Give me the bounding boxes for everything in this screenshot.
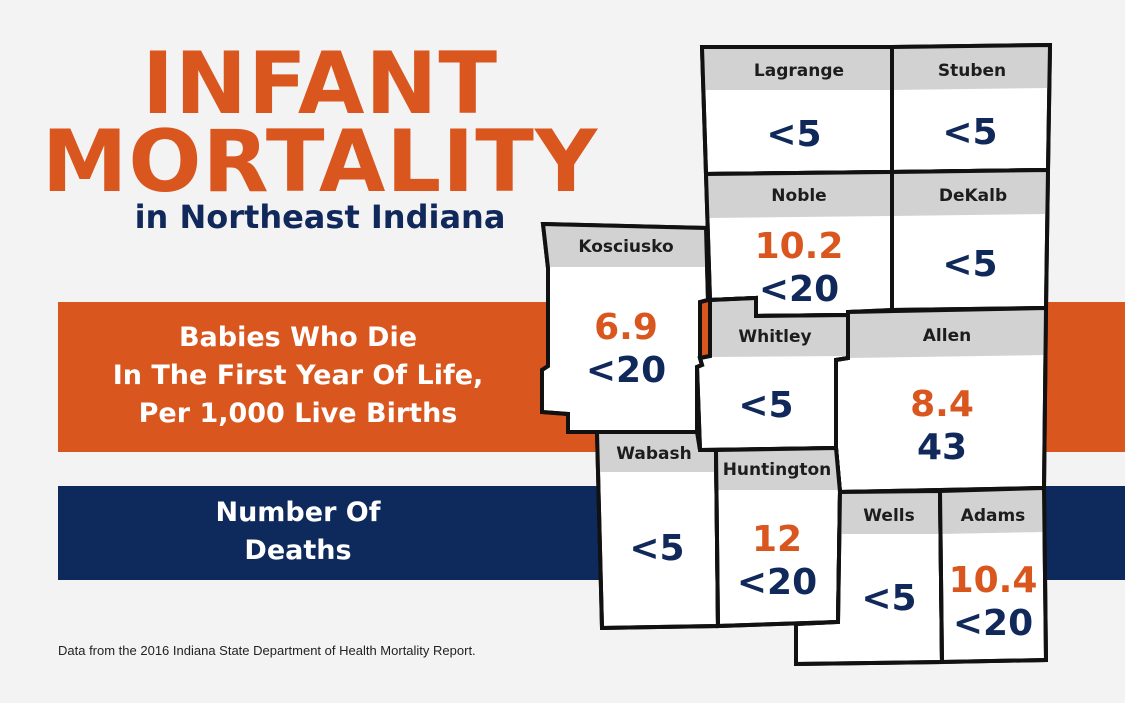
county-adams[interactable] <box>937 485 1049 665</box>
huntington-name: Huntington <box>723 460 832 480</box>
stuben-deaths: <5 <box>942 112 997 153</box>
rate-legend-line-3: Per 1,000 Live Births <box>138 398 458 429</box>
rate-legend-line-2: In The First Year Of Life, <box>112 360 484 391</box>
wabash-deaths: <5 <box>629 528 684 569</box>
kosciusko-deaths: <20 <box>586 350 666 391</box>
deaths-legend-line-1: Number Of <box>215 497 381 528</box>
noble-name: Noble <box>771 186 826 206</box>
rate-legend-line-1: Babies Who Die <box>178 322 418 353</box>
noble-deaths: <20 <box>759 269 839 310</box>
deaths-legend-line-2: Deaths <box>244 535 352 566</box>
huntington-rate: 12 <box>752 519 802 560</box>
county-huntington[interactable] <box>713 445 843 629</box>
allen-name: Allen <box>923 326 971 346</box>
dekalb-deaths: <5 <box>942 244 997 285</box>
county-wabash[interactable] <box>594 430 721 631</box>
wells-name: Wells <box>863 506 914 526</box>
rate-legend-label: Babies Who Die In The First Year Of Life… <box>58 319 538 433</box>
wells-deaths: <5 <box>861 578 916 619</box>
wabash-name: Wabash <box>616 444 691 464</box>
county-stuben[interactable] <box>890 42 1053 175</box>
lagrange-name: Lagrange <box>754 61 844 81</box>
whitley-name: Whitley <box>738 327 811 347</box>
whitley-deaths: <5 <box>738 385 793 426</box>
county-dekalb[interactable] <box>890 167 1051 313</box>
deaths-legend-label: Number Of Deaths <box>58 494 538 570</box>
county-kosciusko[interactable] <box>540 221 711 434</box>
source-note: Data from the 2016 Indiana State Departm… <box>58 643 476 658</box>
lagrange-deaths: <5 <box>766 114 821 155</box>
adams-rate: 10.4 <box>949 560 1038 601</box>
adams-name: Adams <box>961 506 1026 526</box>
dekalb-name: DeKalb <box>939 186 1007 206</box>
title-line-2: MORTALITY <box>41 112 599 212</box>
adams-deaths: <20 <box>953 603 1033 644</box>
title-line-1: INFANT <box>141 34 499 134</box>
stuben-name: Stuben <box>938 61 1006 81</box>
noble-rate: 10.2 <box>755 226 844 267</box>
kosciusko-rate: 6.9 <box>594 307 658 348</box>
subtitle: in Northeast Indiana <box>134 198 506 236</box>
huntington-deaths: <20 <box>737 562 817 603</box>
allen-rate: 8.4 <box>910 384 974 425</box>
kosciusko-name: Kosciusko <box>578 237 673 257</box>
county-wells[interactable] <box>794 488 945 667</box>
allen-deaths: 43 <box>917 427 967 468</box>
county-whitley[interactable] <box>694 295 850 453</box>
